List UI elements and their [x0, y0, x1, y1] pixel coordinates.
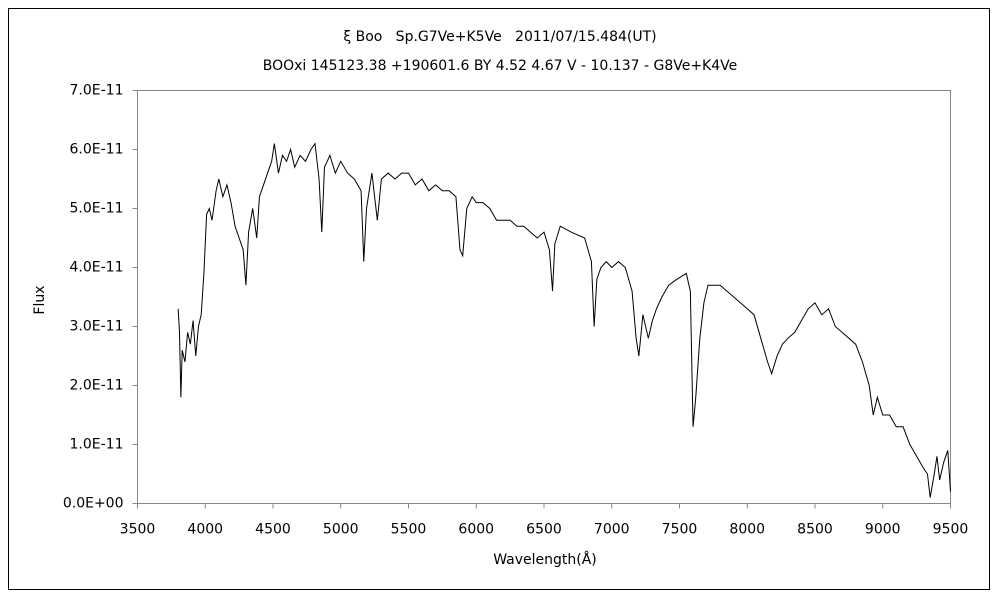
x-tick-label: 9500	[933, 522, 969, 538]
y-tick-label: 6.0E-11	[70, 142, 124, 158]
y-tick-label: 4.0E-11	[70, 260, 124, 276]
y-tick-label: 0.0E+00	[63, 496, 124, 512]
x-tick-label: 8500	[797, 522, 833, 538]
x-tick-label: 6000	[458, 522, 494, 538]
y-tick-label: 2.0E-11	[70, 378, 124, 394]
y-axis-label: Flux	[32, 285, 48, 314]
x-tick-label: 5500	[391, 522, 427, 538]
spectrum-line	[177, 142, 951, 498]
x-tick-label: 4000	[187, 522, 223, 538]
x-tick-label: 5000	[323, 522, 359, 538]
x-tick-label: 7000	[594, 522, 630, 538]
x-tick-label: 6500	[526, 522, 562, 538]
x-tick-label: 8000	[729, 522, 765, 538]
x-tick-label: 4500	[255, 522, 291, 538]
y-tick-label: 3.0E-11	[70, 319, 124, 335]
plot-area	[137, 90, 951, 504]
chart-title: ξ Boo Sp.G7Ve+K5Ve 2011/07/15.484(UT)	[343, 29, 656, 45]
x-axis-label: Wavelength(Å)	[493, 551, 597, 568]
x-tick-label: 3500	[120, 522, 156, 538]
x-tick-label: 7500	[662, 522, 698, 538]
chart-frame	[8, 8, 990, 590]
chart-subtitle: BOOxi 145123.38 +190601.6 BY 4.52 4.67 V…	[263, 58, 738, 74]
y-tick-label: 5.0E-11	[70, 201, 124, 217]
y-tick-label: 1.0E-11	[70, 437, 124, 453]
y-tick-label: 7.0E-11	[70, 83, 124, 99]
x-tick-label: 9000	[865, 522, 901, 538]
